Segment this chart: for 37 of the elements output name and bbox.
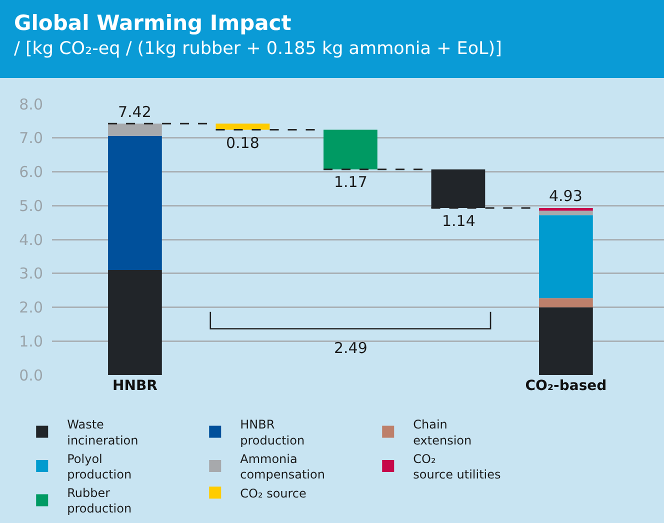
x-tick-label: HNBR [112,378,158,394]
legend-label: Chain extension [413,418,472,448]
chart-subtitle: / [kg CO₂-eq / (1kg rubber + 0.185 kg ammonia + EoL)] [14,38,503,61]
legend-label: Ammonia compensation [240,452,325,482]
bar [216,124,270,130]
total-label: 4.93 [549,187,582,205]
y-tick-label: 7.0 [19,129,43,148]
y-tick-label: 1.0 [19,332,43,350]
legend-label: Waste incineration [67,418,138,448]
y-tick-label: 8.0 [19,95,43,114]
legend-label: Polyol production [67,452,132,482]
data-label: 0.18 [226,134,260,152]
bar [539,298,593,308]
bar [539,208,593,211]
legend-label: CO₂ source utilities [413,452,501,482]
y-tick-label: 5.0 [19,196,43,215]
y-tick-label: 4.0 [19,230,43,249]
bar [324,130,378,170]
legend-label: CO₂ source [240,486,306,500]
bar [539,210,593,216]
data-label: 1.17 [334,173,368,191]
legend-label: Rubber production [67,486,132,516]
legend-label: HNBR production [240,418,305,448]
bar [108,270,162,375]
data-label: 1.14 [442,212,476,230]
y-tick-label: 6.0 [19,163,43,181]
annotation: 2.49 [334,339,368,357]
total-label: 7.42 [118,103,152,121]
x-tick-label: CO₂-based [525,378,607,394]
y-tick-label: 3.0 [19,264,43,283]
bar [108,136,162,270]
chart-title: Global Warming Impact [14,10,292,36]
y-tick-label: 2.0 [19,298,43,316]
bar [108,124,162,136]
bar [539,215,593,298]
bar [539,307,593,375]
y-tick-label: 0.0 [19,366,43,384]
